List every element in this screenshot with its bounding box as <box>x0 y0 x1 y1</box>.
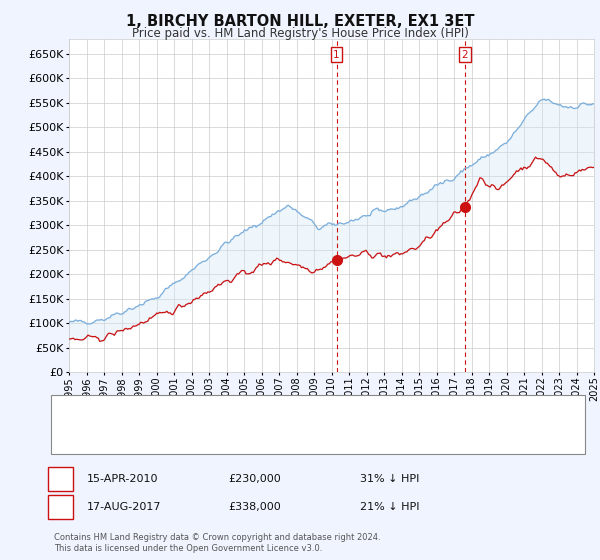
Text: Contains HM Land Registry data © Crown copyright and database right 2024.
This d: Contains HM Land Registry data © Crown c… <box>54 533 380 553</box>
Text: 1, BIRCHY BARTON HILL, EXETER, EX1 3ET: 1, BIRCHY BARTON HILL, EXETER, EX1 3ET <box>126 14 474 29</box>
Text: 17-AUG-2017: 17-AUG-2017 <box>87 502 161 512</box>
Text: 1: 1 <box>333 50 340 60</box>
Text: 15-APR-2010: 15-APR-2010 <box>87 474 158 484</box>
Text: 21% ↓ HPI: 21% ↓ HPI <box>360 502 419 512</box>
Text: ——: —— <box>63 406 88 419</box>
Text: 2: 2 <box>462 50 469 60</box>
Text: 1: 1 <box>57 474 64 484</box>
Text: HPI: Average price, detached house, Exeter: HPI: Average price, detached house, Exet… <box>93 432 319 442</box>
Text: £230,000: £230,000 <box>228 474 281 484</box>
Text: 2: 2 <box>57 502 64 512</box>
Text: £338,000: £338,000 <box>228 502 281 512</box>
Text: ——: —— <box>63 431 88 444</box>
Text: 1, BIRCHY BARTON HILL, EXETER, EX1 3ET (detached house): 1, BIRCHY BARTON HILL, EXETER, EX1 3ET (… <box>93 408 407 418</box>
Text: 31% ↓ HPI: 31% ↓ HPI <box>360 474 419 484</box>
Text: Price paid vs. HM Land Registry's House Price Index (HPI): Price paid vs. HM Land Registry's House … <box>131 27 469 40</box>
